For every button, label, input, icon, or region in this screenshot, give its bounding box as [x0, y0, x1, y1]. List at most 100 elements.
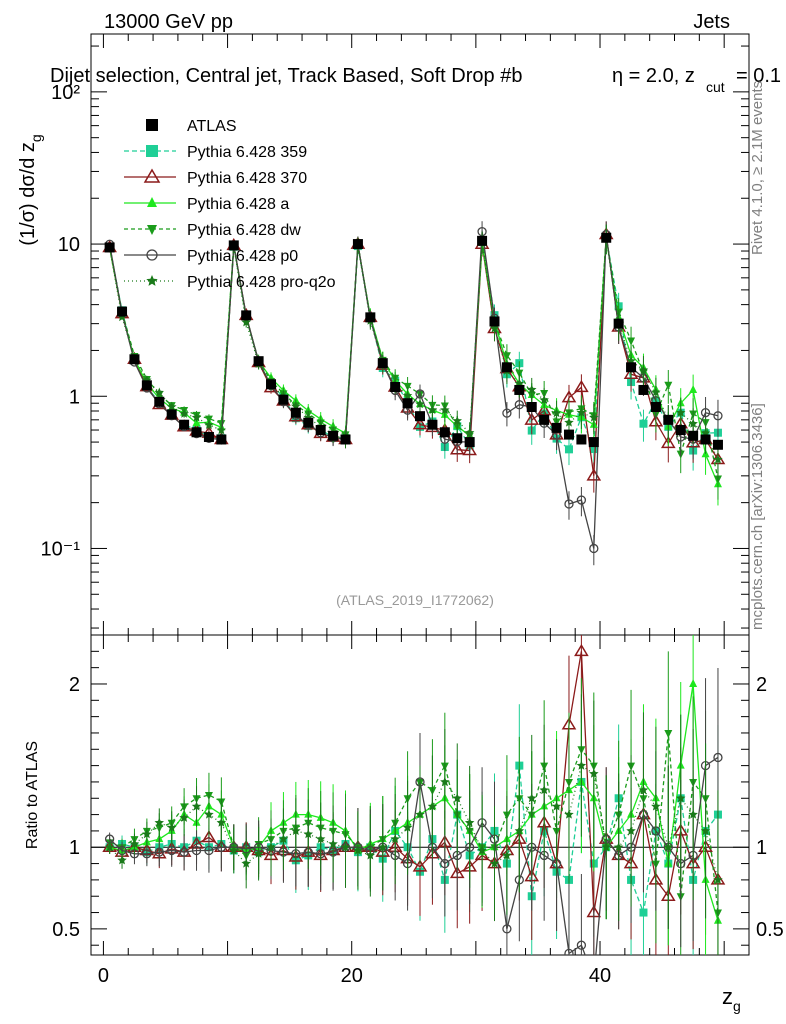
- ratio-line-0: [109, 765, 719, 916]
- ratio-point: [440, 858, 450, 869]
- legend-label: Pythia 6.428 359: [187, 144, 307, 161]
- atlas-point: [439, 427, 450, 438]
- atlas-point: [588, 437, 599, 448]
- x-tick-label: 20: [341, 965, 363, 987]
- ratio-point: [464, 817, 475, 827]
- atlas-point: [526, 402, 537, 413]
- ratio-point: [638, 785, 649, 795]
- legend-label: Pythia 6.428 p0: [187, 248, 298, 265]
- ratio-point: [576, 940, 587, 950]
- series-point: [415, 399, 425, 409]
- ratio-point: [440, 776, 450, 786]
- ratio-point: [291, 825, 301, 835]
- ratio-point: [154, 817, 164, 827]
- ratio-point: [191, 845, 202, 856]
- series-point: [502, 408, 512, 418]
- atlas-point: [427, 419, 438, 430]
- legend-marker: [146, 249, 158, 261]
- legend-label: Pythia 6.428 pro-q2o: [187, 274, 336, 291]
- atlas-point: [452, 433, 463, 444]
- series-point: [117, 312, 127, 322]
- atlas-point: [551, 422, 562, 433]
- series-point: [576, 495, 587, 505]
- ratio-point: [489, 858, 500, 868]
- series-point: [502, 352, 511, 361]
- atlas-point: [352, 239, 363, 250]
- atlas-point: [402, 398, 413, 409]
- ratio-point: [204, 809, 214, 819]
- ratio-point: [117, 855, 127, 865]
- ratio-point: [688, 809, 698, 819]
- atlas-point: [688, 430, 699, 441]
- atlas-point: [477, 235, 488, 246]
- ratio-point: [104, 842, 115, 852]
- ratio-y-tick-label: 1: [69, 837, 80, 859]
- atlas-point: [675, 425, 686, 436]
- atlas-point: [278, 394, 289, 405]
- series-line-5: [108, 237, 719, 460]
- series-point: [216, 425, 227, 435]
- y-axis-label: (1/σ) dσ/d zg: [17, 134, 44, 245]
- ratio-y-tick-label-right: 0.5: [756, 919, 784, 941]
- atlas-point: [390, 382, 401, 393]
- ratio-point: [651, 801, 661, 811]
- atlas-point: [576, 434, 587, 445]
- ratio-point: [502, 850, 512, 860]
- ratio-point: [663, 842, 674, 852]
- x-axis-label: zg: [722, 984, 741, 1014]
- atlas-point: [315, 425, 326, 436]
- ratio-y-tick-label: 0.5: [52, 919, 80, 941]
- ratio-point: [574, 643, 589, 657]
- series-point: [527, 384, 537, 394]
- ratio-line-1: [109, 651, 719, 913]
- ratio-point: [427, 801, 438, 811]
- legend-marker: [147, 197, 157, 207]
- ratio-point: [564, 948, 574, 955]
- series-point: [660, 435, 676, 449]
- y-tick-label: 10²: [51, 82, 80, 104]
- legend-label: ATLAS: [187, 118, 237, 135]
- atlas-point: [117, 306, 128, 317]
- ratio-point: [378, 842, 388, 852]
- ratio-line-2: [109, 683, 719, 921]
- atlas-point: [129, 354, 140, 365]
- ratio-point: [412, 859, 428, 872]
- atlas-point: [539, 414, 550, 425]
- ratio-point: [179, 847, 189, 857]
- plot-title-end: = 0.1: [736, 65, 781, 87]
- atlas-point: [638, 384, 649, 395]
- atlas-point: [613, 318, 624, 329]
- series-point: [638, 365, 649, 375]
- series-point: [576, 407, 587, 417]
- atlas-point: [266, 379, 277, 390]
- series-point: [689, 384, 698, 393]
- ratio-axis-ticks: 0 20 40 0.5 0.5 1 1 2 2: [52, 635, 784, 987]
- atlas-point: [104, 242, 115, 253]
- main-axis-ticks: 10⁻¹ 1 10 10²: [41, 34, 749, 635]
- atlas-point: [303, 417, 314, 428]
- atlas-point: [228, 240, 239, 251]
- atlas-point: [501, 362, 512, 373]
- series-point: [676, 407, 686, 417]
- series-point: [452, 415, 462, 425]
- series-point: [440, 405, 450, 415]
- series-point: [241, 317, 251, 327]
- atlas-point: [241, 310, 252, 321]
- series-point: [713, 454, 723, 464]
- series-point: [179, 408, 189, 418]
- atlas-point: [141, 380, 152, 391]
- series-point: [464, 427, 475, 437]
- ratio-point: [129, 839, 140, 848]
- header-process: Jets: [693, 11, 730, 33]
- rivet-label: Rivet 4.1.0, ≥ 2.1M events: [749, 81, 766, 255]
- atlas-point: [663, 414, 674, 425]
- ratio-point: [676, 793, 686, 803]
- ratio-point: [315, 834, 326, 844]
- plot-title-sub: cut: [706, 79, 725, 95]
- ratio-line-3: [109, 732, 719, 913]
- ratio-series-layer: [102, 635, 726, 955]
- series-point: [192, 418, 201, 427]
- series-point: [713, 411, 723, 421]
- atlas-point: [290, 407, 301, 418]
- atlas-point: [601, 232, 612, 243]
